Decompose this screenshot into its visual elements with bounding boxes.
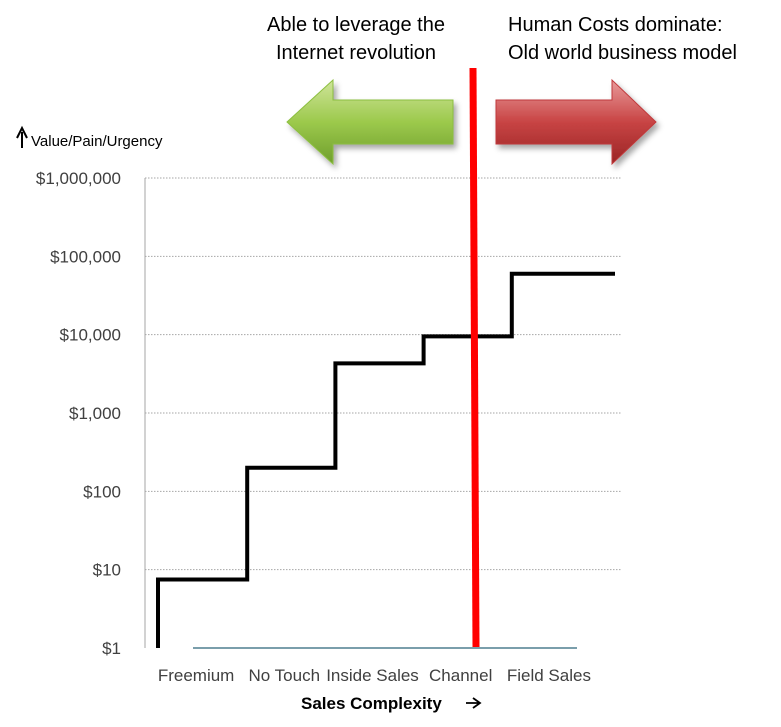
series-layer [156,271,615,648]
x-tick-label: Channel [429,666,492,685]
x-tick-label: Freemium [158,666,235,685]
right-arrow-icon [495,78,657,166]
y-tick-label: $1,000,000 [36,169,121,188]
right-annotation-line-1: Human Costs dominate: [508,14,723,36]
y-tick-label: $10 [93,561,121,580]
x-tick-label: Inside Sales [326,666,419,685]
x-axis-label: Sales Complexity [301,694,442,713]
step-series-line [156,271,615,648]
y-axis-label: Value/Pain/Urgency [31,133,163,150]
y-tick-label: $1 [102,639,121,658]
divider-line [469,67,480,648]
y-tick-label: $1,000 [69,404,121,423]
right-annotation-line-2: Old world business model [508,42,737,64]
left-arrow-icon [286,78,454,166]
y-tick-label: $100 [83,482,121,501]
x-axis-arrow-icon [466,697,482,709]
x-tick-label: Field Sales [507,666,591,685]
y-tick-labels: $1 $10 $100 $1,000 $10,000 $100,000 $1,000,000 [36,169,121,658]
x-tick-label: No Touch [249,666,321,685]
y-tick-label: $10,000 [60,326,121,345]
left-annotation-line-1: Able to leverage the [267,14,445,36]
x-tick-labels: Freemium No Touch Inside Sales Channel Field… [158,666,591,685]
left-annotation-line-2: Internet revolution [276,42,436,64]
up-arrow-icon [16,125,28,148]
y-tick-label: $100,000 [50,247,121,266]
gridlines [145,177,622,571]
